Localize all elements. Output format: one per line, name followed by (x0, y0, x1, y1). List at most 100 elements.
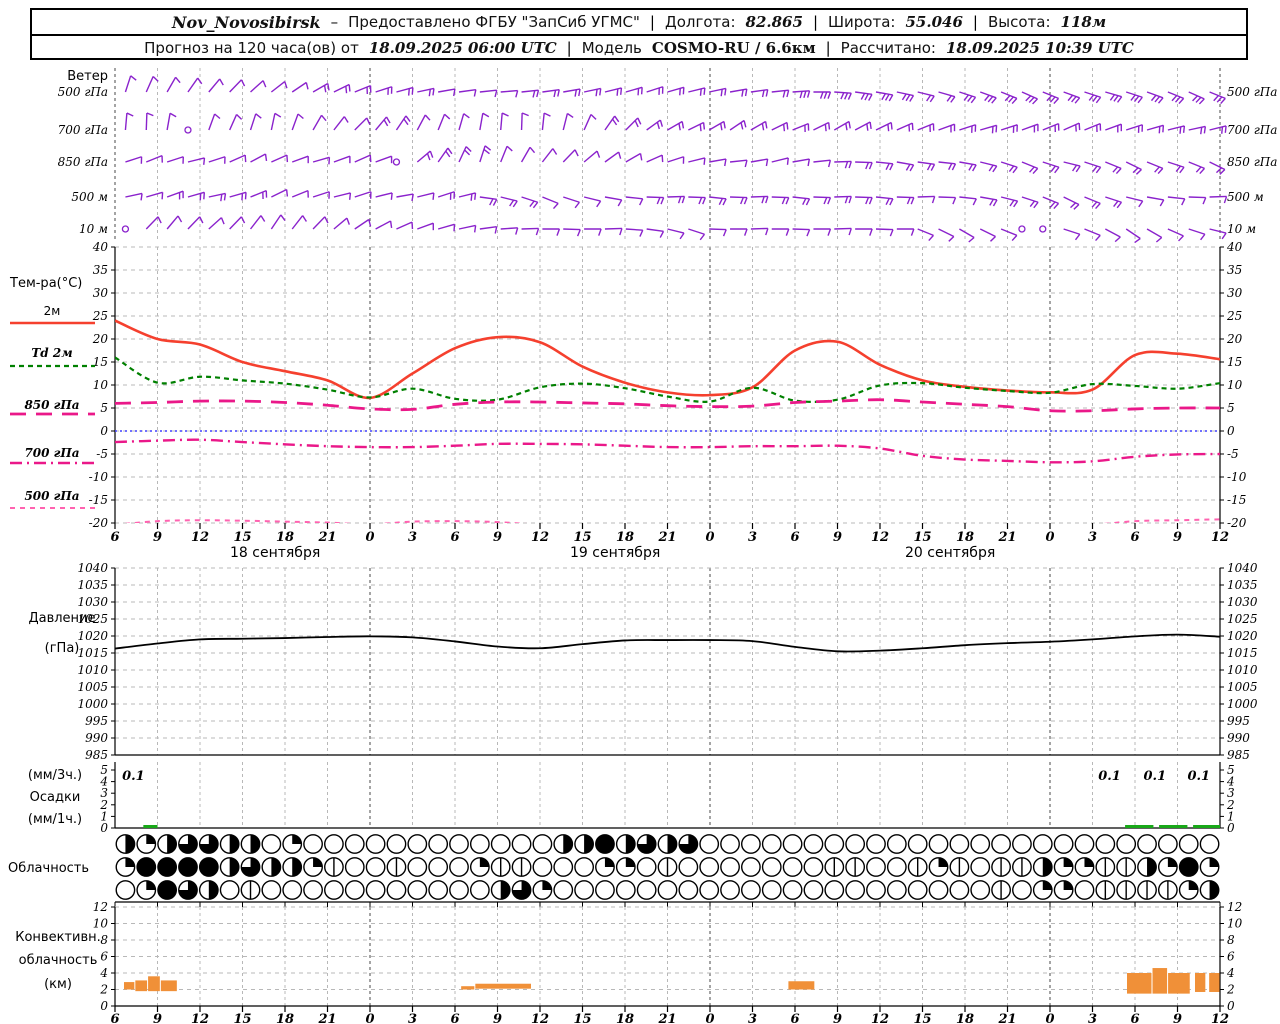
cloud-cover-icon (845, 834, 866, 854)
calm-wind-icon (121, 225, 130, 233)
temp-legend-label: 2м (44, 304, 61, 318)
temp-ytick-left: -15 (89, 493, 108, 507)
bottom-hour-label: 6 (450, 1012, 459, 1024)
precip-bar (143, 825, 158, 828)
bottom-hour-label: 12 (871, 1012, 889, 1024)
pressure-ytick-right: 995 (1227, 714, 1250, 728)
cloud-cover-icon (782, 857, 803, 877)
hour-label: 9 (833, 530, 842, 545)
cloud-cover-icon (1116, 834, 1137, 854)
cloud-cover-icon (1032, 834, 1053, 854)
altitude-label: Высота: (987, 13, 1051, 31)
temp-ytick-right: -5 (1227, 447, 1239, 461)
cloud-cover-icon (636, 880, 657, 900)
wind-barb-row-10 м (121, 214, 1227, 244)
precip-value-label: 0.1 (1187, 769, 1210, 784)
dash: – (330, 13, 339, 31)
pressure-curve (114, 633, 1221, 653)
conv-ytick-left: 4 (99, 966, 108, 980)
temp-ytick-right: 15 (1227, 355, 1242, 369)
cloud-cover-icon (740, 834, 761, 854)
station-name: Nov_Novosibirsk (171, 12, 321, 32)
header-row-1: Nov_Novosibirsk – Предоставлено ФГБУ "За… (32, 10, 1246, 36)
cloud-cover-icon (824, 834, 845, 854)
precip-bar (1159, 825, 1188, 828)
hour-label: 15 (233, 530, 251, 545)
cloud-cover-icon (407, 880, 428, 900)
bottom-hour-label: 18 (276, 1012, 294, 1024)
wind-level-label-right: 850 гПа (1227, 155, 1277, 169)
cloud-cover-icon (553, 880, 574, 900)
wind-level-label-right: 500 м (1227, 190, 1264, 204)
convective-cloud-bar (124, 982, 135, 990)
pressure-ytick-left: 1030 (77, 595, 108, 609)
bottom-hour-label: 12 (1211, 1012, 1229, 1024)
precip-1h-label: (мм/1ч.) (28, 812, 82, 827)
cloud-cover-icon (344, 857, 365, 877)
date-label: 19 сентября (570, 545, 660, 561)
precip-ytick-right: 1 (1227, 809, 1235, 823)
hour-label: 3 (1088, 530, 1097, 545)
conv-label-2: облачность (19, 953, 98, 968)
conv-ytick-right: 10 (1227, 917, 1243, 931)
cloud-cover-icon (1137, 834, 1157, 854)
cloud-cover-icon (886, 834, 907, 854)
cloud-cover-icon (761, 834, 782, 854)
cloud-cover-icon (636, 857, 657, 877)
conv-ytick-right: 6 (1227, 950, 1235, 964)
pressure-ytick-left: 1020 (77, 629, 108, 643)
wind-barb-row-500 м (125, 188, 1228, 210)
temp-ytick-right: -10 (1227, 470, 1247, 484)
pressure-ytick-right: 1010 (1227, 663, 1258, 677)
pressure-ytick-left: 1040 (77, 561, 108, 575)
pressure-ytick-left: 1000 (77, 697, 108, 711)
cloud-cover-icon (574, 857, 595, 877)
cloud-cover-icon (720, 880, 740, 900)
bottom-hour-label: 3 (748, 1012, 757, 1024)
cloud-cover-icon (469, 880, 490, 900)
temperature-panel: 40 40 35 35 30 30 25 25 20 20 15 15 10 10 5 5 0 0 -5 -5 -10 -… (89, 240, 1247, 530)
cloud-row-3 (115, 880, 1220, 900)
pressure-ytick-left: 1015 (77, 646, 108, 660)
temp-ytick-left: -20 (89, 516, 109, 530)
pressure-ytick-right: 1015 (1227, 646, 1258, 660)
wind-level-label-left: 500 м (71, 190, 108, 204)
cloud-cover-icon (615, 880, 636, 900)
cloud-cover-icon (1095, 834, 1116, 854)
hour-label: 15 (573, 530, 591, 545)
precip-3h-label: (мм/3ч.) (28, 768, 82, 783)
cloud-cover-icon (532, 857, 553, 877)
cloud-cover-icon (720, 857, 740, 877)
bottom-hour-label: 6 (790, 1012, 799, 1024)
pressure-ytick-left: 1035 (77, 578, 108, 592)
hour-label: 0 (365, 530, 374, 545)
longitude-value: 82.865 (745, 13, 803, 31)
pressure-ytick-right: 990 (1227, 731, 1250, 745)
temp-ytick-left: 15 (93, 355, 108, 369)
hour-label: 12 (871, 530, 889, 545)
cloud-cover-icon (490, 834, 511, 854)
conv-ytick-left: 10 (93, 917, 109, 931)
model-value: COSMO-RU / 6.6км (651, 39, 816, 57)
temp-ytick-right: -20 (1227, 516, 1247, 530)
wind-barb-row-850 гПа (125, 145, 1226, 175)
cloud-cover-icon (282, 880, 303, 900)
bottom-hour-label: 21 (657, 1012, 676, 1024)
cloud-cover-icon (699, 834, 720, 854)
bottom-hour-label: 0 (1045, 1012, 1054, 1024)
precip-ytick-right: 4 (1226, 775, 1235, 789)
calm-wind-icon (392, 158, 401, 166)
temp-ytick-right: 0 (1227, 424, 1235, 438)
cloud-cover-icon (219, 880, 240, 900)
temp-ytick-left: -10 (89, 470, 109, 484)
cloud-cover-icon (595, 880, 615, 900)
temp-legend-label: 850 гПа (24, 398, 79, 412)
temp-ytick-right: 35 (1227, 263, 1242, 277)
temp-legend-label: 500 гПа (24, 489, 79, 503)
cloud-cover-icon (428, 880, 449, 900)
pressure-ytick-left: 995 (85, 714, 108, 728)
cloud-cover-icon (928, 834, 949, 854)
precip-ytick-right: 2 (1226, 798, 1235, 812)
temp-ytick-right: 10 (1227, 378, 1243, 392)
